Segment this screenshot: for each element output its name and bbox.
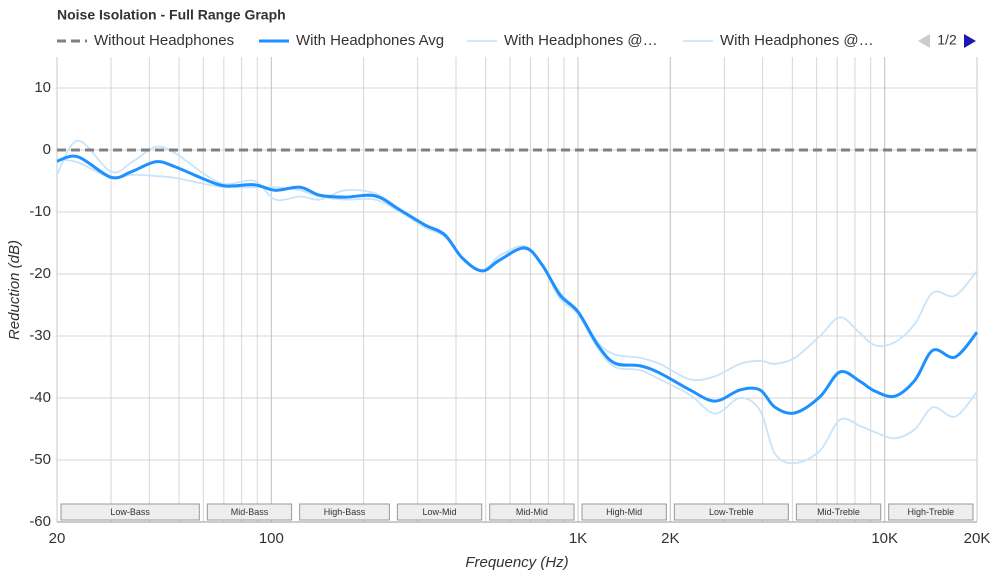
legend-label: With Headphones @…	[720, 32, 874, 49]
band-box	[60, 503, 200, 521]
band-box	[206, 503, 293, 521]
band-box	[299, 503, 390, 521]
y-tick-label: -10	[29, 203, 51, 220]
prev-page[interactable]	[918, 34, 930, 48]
next-page[interactable]	[964, 34, 976, 48]
band-box	[673, 503, 789, 521]
legend-label: Without Headphones	[94, 32, 234, 49]
band-box	[396, 503, 483, 521]
band-label: Mid-Bass	[231, 507, 269, 517]
x-tick-label: 20K	[964, 530, 991, 547]
x-tick-label: 10K	[871, 530, 898, 547]
band-label: Low-Bass	[110, 507, 150, 517]
y-tick-label: -40	[29, 389, 51, 406]
x-tick-label: 2K	[661, 530, 679, 547]
x-tick-label: 100	[259, 530, 284, 547]
x-tick-label: 1K	[569, 530, 587, 547]
y-tick-label: -30	[29, 327, 51, 344]
band-label: Low-Treble	[709, 507, 754, 517]
y-tick-label: 0	[43, 141, 51, 158]
chart-title: Noise Isolation - Full Range Graph	[57, 7, 286, 23]
y-tick-label: -50	[29, 451, 51, 468]
band-box	[795, 503, 882, 521]
x-axis-title: Frequency (Hz)	[465, 554, 568, 571]
band-label: High-Treble	[907, 507, 954, 517]
y-axis-title: Reduction (dB)	[6, 240, 23, 340]
band-label: Low-Mid	[423, 507, 457, 517]
x-tick-label: 20	[49, 530, 66, 547]
band-label: High-Bass	[324, 507, 366, 517]
series-line	[56, 154, 979, 415]
band-box	[581, 503, 667, 521]
band-label: Mid-Mid	[516, 507, 548, 517]
legend-label: With Headphones Avg	[296, 32, 444, 49]
y-tick-label: 10	[34, 79, 51, 96]
legend-label: With Headphones @…	[504, 32, 658, 49]
y-tick-label: -60	[29, 513, 51, 530]
series-line	[56, 158, 978, 465]
band-box	[888, 503, 974, 521]
band-label: High-Mid	[606, 507, 642, 517]
page-indicator: 1/2	[937, 32, 957, 48]
y-tick-label: -20	[29, 265, 51, 282]
band-box	[489, 503, 575, 521]
band-label: Mid-Treble	[817, 507, 860, 517]
